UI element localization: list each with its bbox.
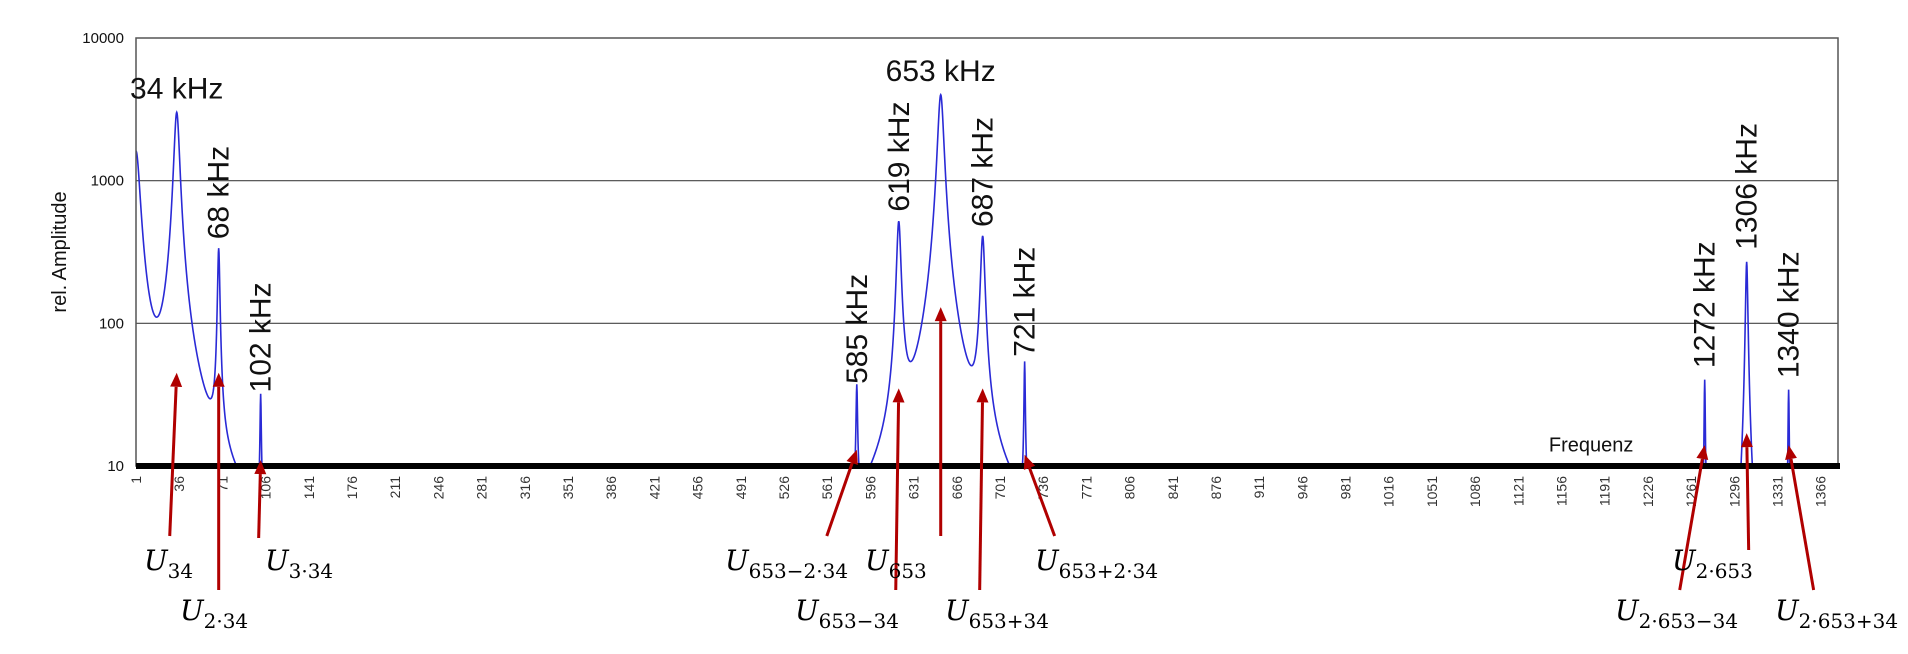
component-arrow [1789,458,1816,591]
component-arrowhead [1696,445,1709,460]
component-arrowhead [976,388,989,403]
y-tick-label: 10 [107,458,124,475]
component-label: U2·653+34 [1775,594,1898,633]
x-tick-label: 1366 [1813,476,1829,507]
x-tick-label: 211 [387,476,403,499]
y-tick-labels: 10 100 1000 10000 [82,30,124,475]
x-tick-label: 281 [474,476,490,500]
x-tick-label: 1226 [1640,476,1656,507]
component-arrowhead [170,372,183,388]
x-tick-label: 946 [1294,476,1310,500]
x-tick-label: 351 [560,476,576,500]
x-tick-label: 1331 [1770,476,1786,507]
component-arrow [894,402,901,591]
x-tick-label: 806 [1122,476,1138,500]
x-tick-label: 1156 [1554,476,1570,506]
component-labels: U34 U2·34 U3·34 U653−2·34 U653−34 U653 U653+34… [144,544,1898,633]
peak-label: 687 kHz [967,117,1000,227]
x-tick-label: 841 [1165,476,1181,500]
y-tick-label: 10000 [82,30,124,47]
peak-label: 721 kHz [1009,247,1042,357]
x-tick-label: 491 [733,476,749,500]
x-tick-label: 1 [128,476,144,484]
x-tick-label: 526 [776,476,792,500]
x-tick-label: 246 [430,476,446,500]
x-tick-label: 666 [949,476,965,500]
x-tick-label: 71 [214,476,230,492]
component-label: U653−34 [795,594,899,633]
peak-label: 653 kHz [886,55,996,88]
component-label: U2·34 [180,594,248,633]
peak-label: 1306 kHz [1731,123,1764,250]
x-tick-label: 316 [517,476,533,500]
x-tick-label: 176 [344,476,360,500]
component-arrow [825,462,854,537]
component-arrows [168,307,1816,591]
component-arrow [1745,447,1751,551]
component-label: U653−2·34 [725,544,848,583]
x-tick-label: 911 [1251,476,1267,499]
x-tick-label: 561 [819,476,835,500]
component-label: U34 [144,544,193,583]
x-tick-label: 981 [1338,476,1354,500]
x-tick-label: 1086 [1467,476,1483,507]
x-tick-label: 1051 [1424,476,1440,507]
y-axis-title: rel. Amplitude [49,191,71,312]
component-arrowhead [254,460,267,475]
x-tick-label: 701 [992,476,1008,500]
component-arrowhead [212,372,225,387]
y-tick-label: 100 [99,315,124,332]
component-label: U653+2·34 [1035,544,1158,583]
x-tick-labels: 1 36 71 106 141 176 211 246 281 316 351 386 421 456 49… [128,476,1829,507]
component-label: U2·653−34 [1615,594,1738,633]
x-axis-title: Frequenz [1549,435,1634,457]
x-tick-label: 386 [603,476,619,500]
component-arrow [257,474,262,539]
component-label: U3·34 [265,544,333,583]
x-tick-label: 1191 [1597,476,1613,506]
x-tick-label: 141 [301,476,317,500]
peak-label: 619 kHz [883,102,916,212]
x-tick-label: 876 [1208,476,1224,500]
component-arrow [1028,467,1057,537]
peak-label: 585 kHz [841,274,874,384]
x-tick-label: 421 [646,476,662,500]
component-arrowhead [892,388,905,403]
x-tick-label: 456 [690,476,706,500]
peak-labels: 34 kHz 68 kHz 102 kHz 585 kHz 619 kHz 653 kHz… [130,55,1806,393]
x-tick-label: 631 [906,476,922,500]
component-arrow [168,386,178,537]
x-tick-label: 36 [171,476,187,492]
peak-label: 34 kHz [130,73,223,106]
x-tick-label: 1016 [1381,476,1397,507]
component-label: U2·653 [1672,544,1753,583]
peak-label: 102 kHz [245,282,278,392]
x-tick-label: 771 [1078,476,1094,500]
peak-label: 68 kHz [203,146,236,239]
component-arrowhead [1023,454,1036,470]
x-tick-label: 596 [862,476,878,500]
component-arrowhead [1740,433,1753,448]
y-tick-label: 1000 [91,173,124,190]
peak-label: 1272 kHz [1689,241,1722,368]
component-arrowhead [934,307,947,322]
x-tick-label: 1296 [1726,476,1742,507]
component-arrow [1678,458,1704,591]
x-tick-label: 1121 [1510,476,1526,506]
component-arrowhead [846,449,858,465]
component-label: U653 [865,544,927,583]
component-arrowhead [1785,445,1797,460]
peak-label: 1340 kHz [1773,251,1806,378]
component-arrow [978,402,984,591]
component-label: U653+34 [945,594,1049,633]
